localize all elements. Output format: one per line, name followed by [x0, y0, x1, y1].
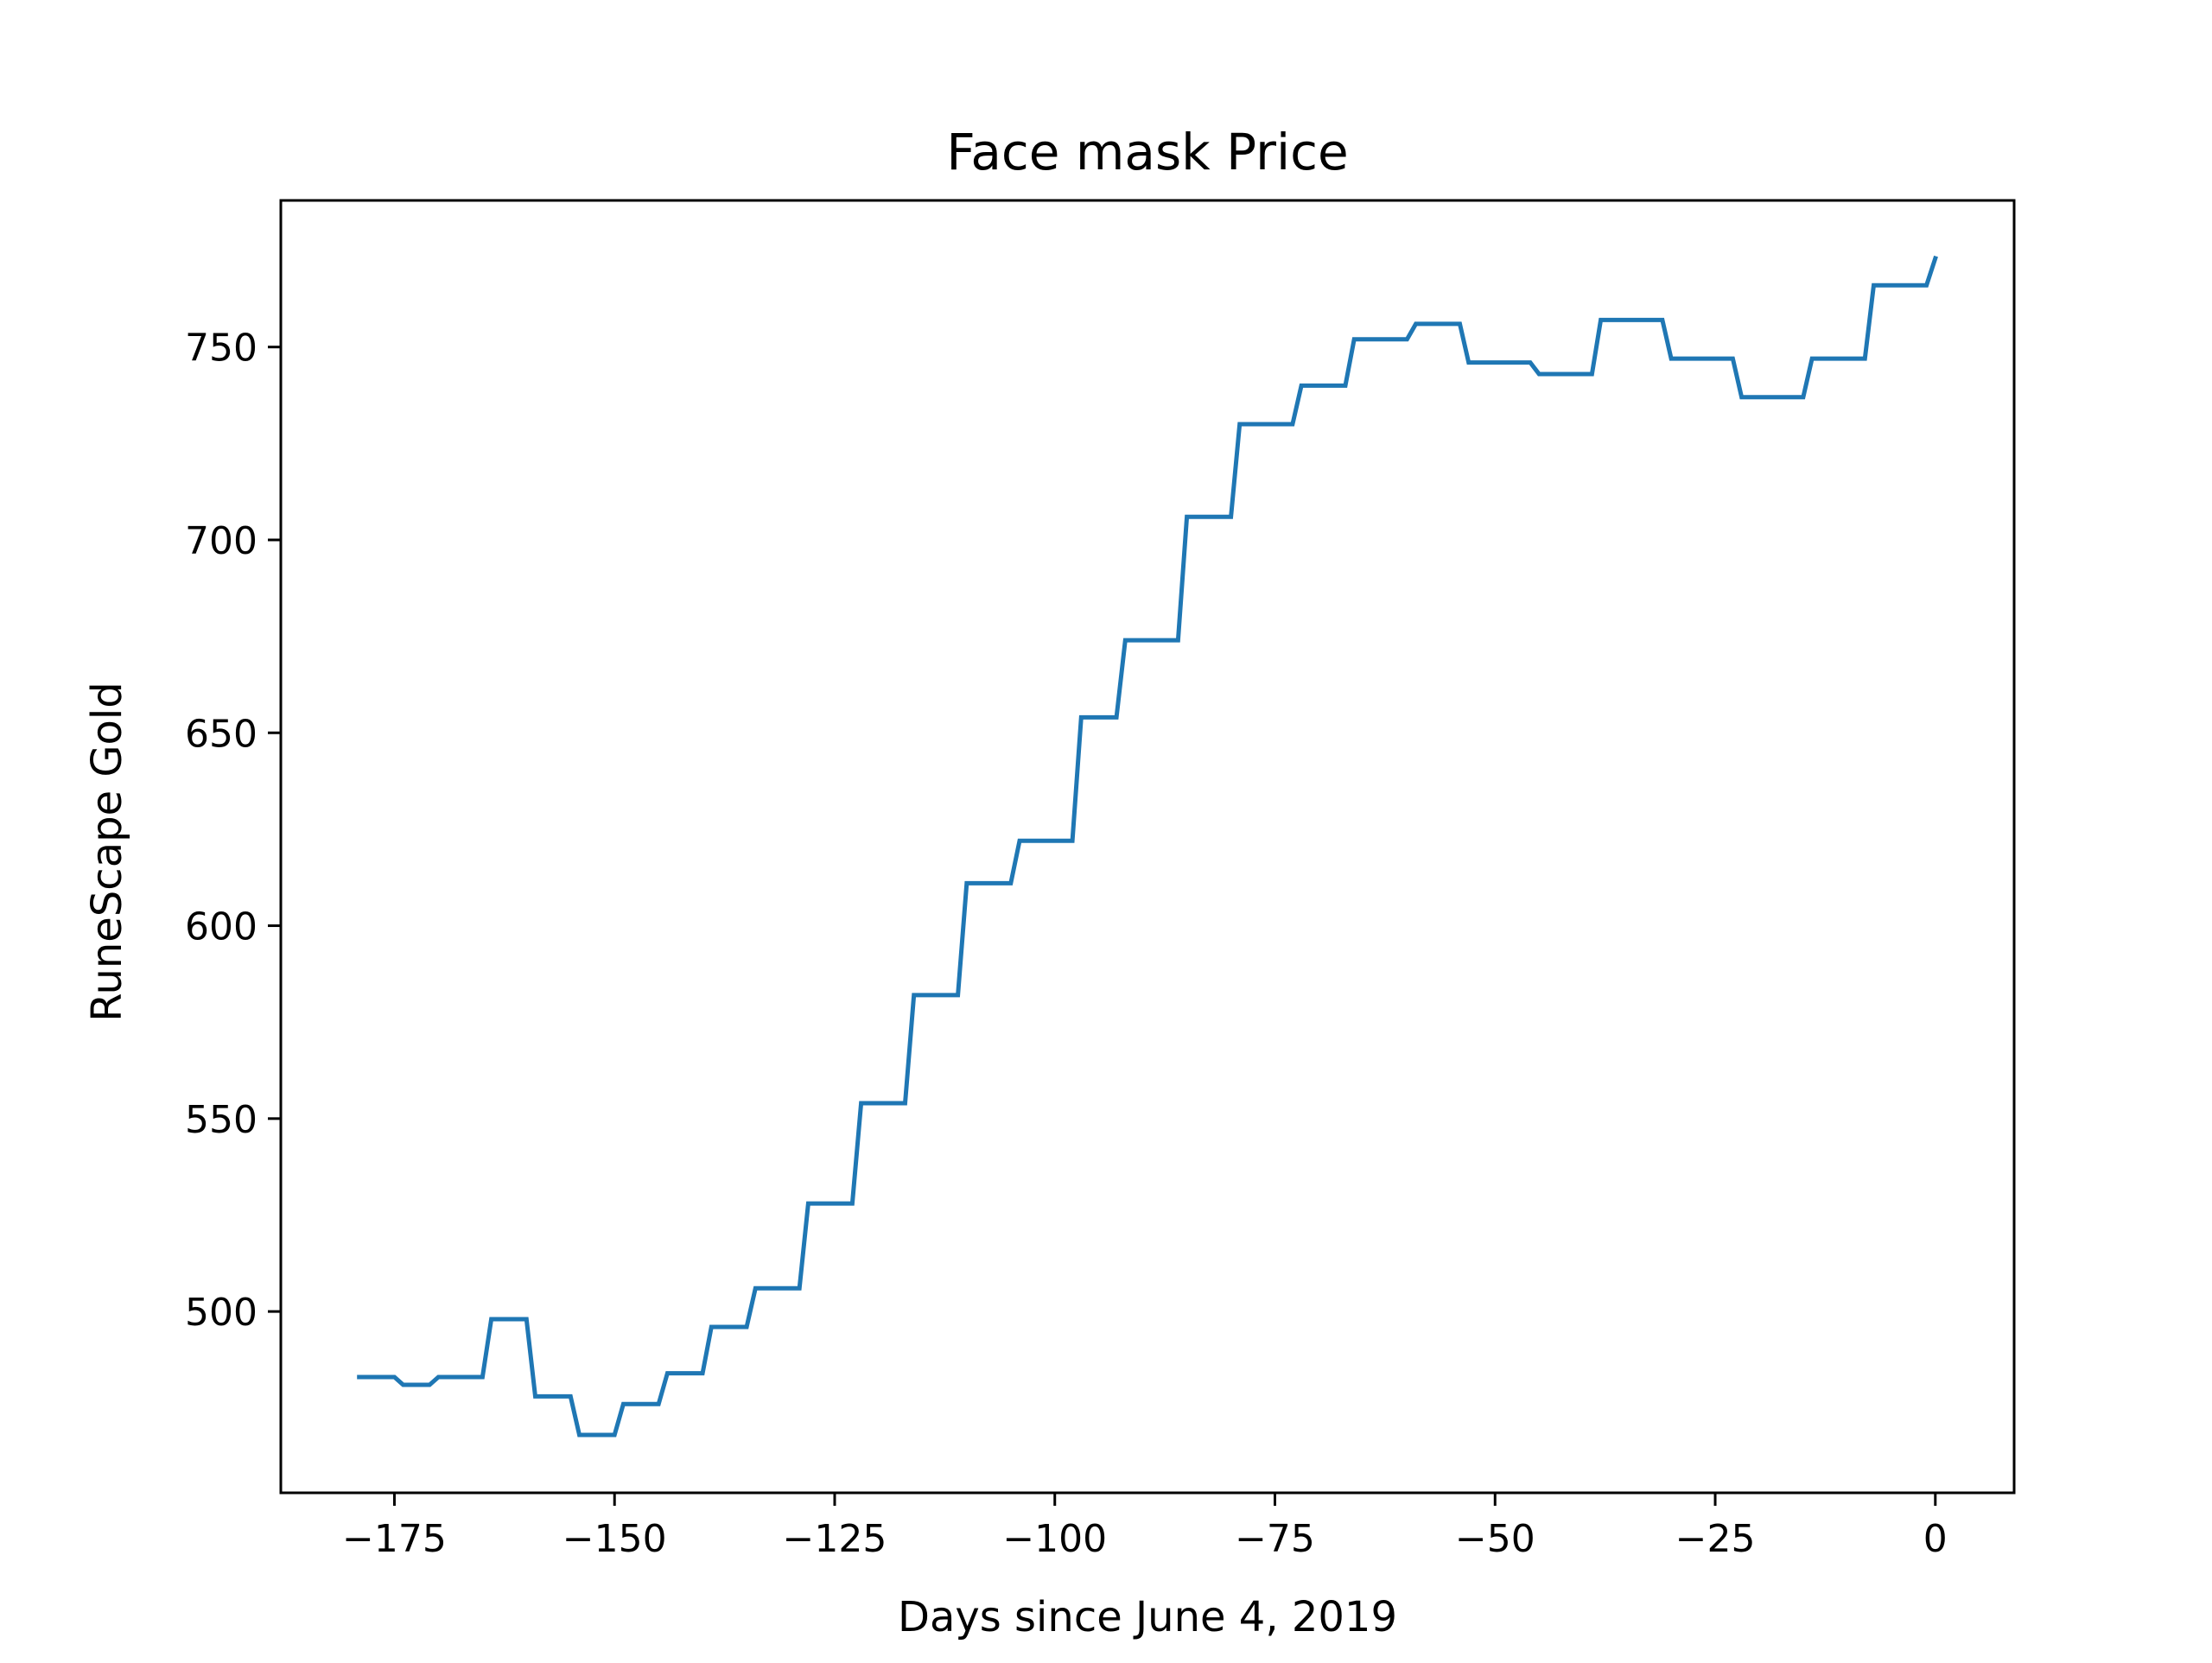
y-axis-ticks: 500 550 600 650 700 750 — [185, 327, 281, 1335]
x-axis-label: Days since June 4, 2019 — [898, 1593, 1397, 1641]
y-tick-label: 600 — [185, 905, 257, 949]
x-tick-label: −50 — [1455, 1517, 1535, 1561]
y-tick-label: 550 — [185, 1098, 257, 1142]
x-tick-label: −150 — [563, 1517, 667, 1561]
y-tick-label: 750 — [185, 327, 257, 371]
series-layer — [357, 255, 1938, 1438]
chart-title: Face mask Price — [946, 123, 1348, 181]
y-axis-label: RuneScape Gold — [83, 682, 131, 1021]
series-line-1 — [357, 255, 1938, 1438]
x-tick-label: 0 — [1923, 1517, 1948, 1561]
x-tick-label: −125 — [783, 1517, 887, 1561]
y-tick-label: 500 — [185, 1291, 257, 1335]
y-tick-label: 700 — [185, 519, 257, 563]
x-tick-label: −75 — [1235, 1517, 1315, 1561]
x-tick-label: −25 — [1675, 1517, 1756, 1561]
plot-area-frame — [279, 199, 2016, 1495]
x-tick-label: −175 — [342, 1517, 447, 1561]
y-tick-label: 650 — [185, 712, 257, 756]
x-tick-label: −100 — [1002, 1517, 1107, 1561]
x-axis-ticks: −175 −150 −125 −100 −75 −50 −25 0 — [342, 1493, 1948, 1561]
